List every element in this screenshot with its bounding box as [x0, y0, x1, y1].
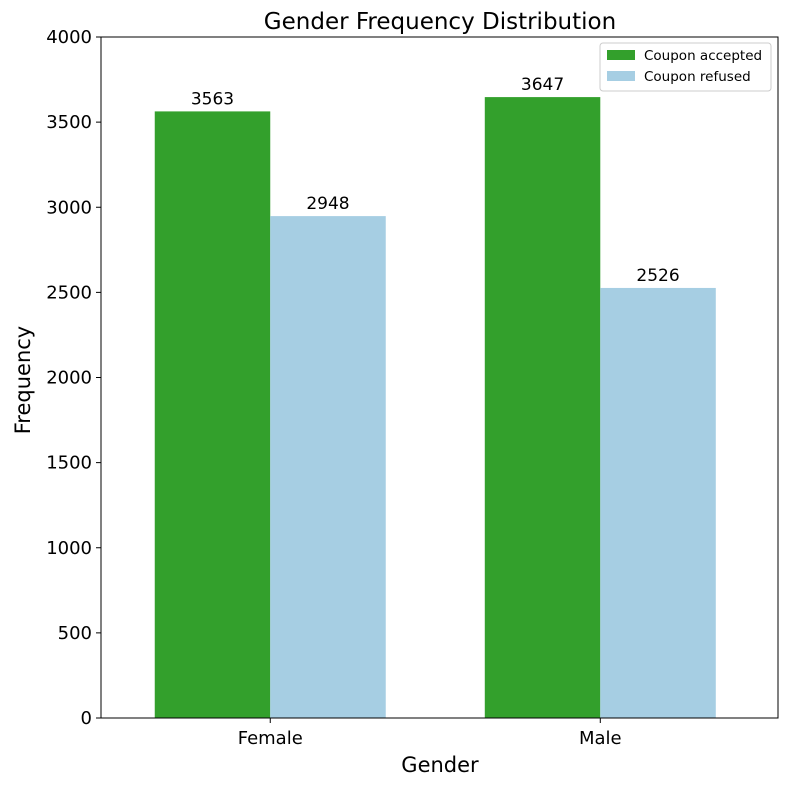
bar-female-refused — [270, 216, 386, 718]
bar-value-label: 3647 — [521, 75, 564, 95]
y-axis: 0 500 1000 1500 2000 2500 3000 3500 4000 — [46, 27, 101, 729]
bar-female-accepted — [154, 111, 271, 719]
x-axis: Female Male — [238, 718, 622, 749]
y-tick-label: 0 — [81, 708, 92, 729]
x-tick-label: Male — [579, 728, 622, 749]
y-tick-label: 2500 — [46, 282, 92, 303]
y-tick-label: 3500 — [46, 112, 92, 133]
bar-value-label: 2948 — [306, 194, 349, 214]
x-axis-label: Gender — [401, 753, 479, 777]
bar-value-label: 3563 — [191, 89, 234, 109]
y-tick-label: 1000 — [46, 538, 92, 559]
legend-label: Coupon refused — [644, 69, 751, 85]
y-tick-label: 3000 — [46, 197, 92, 218]
bars-layer — [154, 97, 716, 719]
y-tick-label: 4000 — [46, 27, 92, 48]
y-axis-label: Frequency — [11, 326, 35, 435]
x-tick-label: Female — [238, 728, 303, 749]
data-labels-layer: 3563 2948 3647 2526 — [191, 75, 680, 286]
legend-swatch — [607, 71, 635, 81]
bar-male-refused — [600, 287, 716, 718]
legend-label: Coupon accepted — [644, 48, 762, 64]
bar-value-label: 2526 — [636, 266, 679, 286]
plot-frame — [100, 36, 779, 719]
y-tick-label: 500 — [58, 623, 92, 644]
chart-title: Gender Frequency Distribution — [264, 9, 616, 35]
y-tick-label: 1500 — [46, 453, 92, 474]
legend-box — [599, 42, 772, 92]
legend-swatch — [607, 50, 635, 60]
y-tick-label: 2000 — [46, 368, 92, 389]
legend: Coupon accepted Coupon refused — [599, 42, 772, 92]
bar-male-accepted — [484, 97, 601, 718]
